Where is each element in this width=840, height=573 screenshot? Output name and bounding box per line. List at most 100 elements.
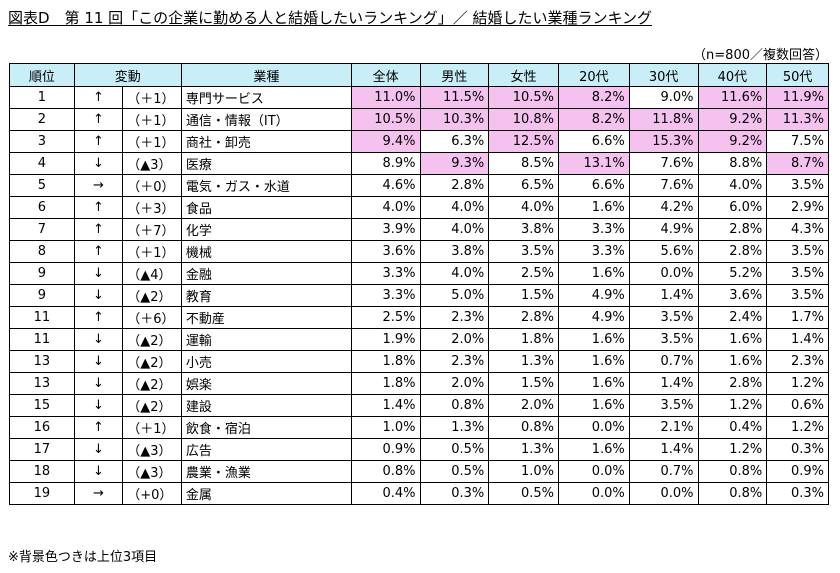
industry-cell: 教育 xyxy=(180,284,352,307)
value-cell-all: 3.9% xyxy=(350,218,421,241)
value-cell-30s: 3.5% xyxy=(628,394,699,417)
value-cell-40s: 1.2% xyxy=(697,394,768,417)
value-cell-male: 0.5% xyxy=(419,438,490,461)
value-cell-30s: 5.6% xyxy=(628,240,699,263)
value-cell-male: 2.3% xyxy=(419,306,490,329)
industry-cell: 金融 xyxy=(180,262,352,285)
rank-cell: 19 xyxy=(9,482,75,505)
ranking-table: 順位 変動 業種 全体 男性 女性 20代 30代 40代 50代 1 ↑ （＋1）… xyxy=(9,63,829,505)
header-50s: 50代 xyxy=(766,63,829,87)
value-cell-20s: 1.6% xyxy=(558,328,630,351)
industry-cell: 医療 xyxy=(180,152,352,175)
industry-cell: 不動産 xyxy=(180,306,352,329)
value-cell-all: 1.0% xyxy=(350,416,421,439)
trend-arrow-icon: ↑ xyxy=(73,416,124,439)
industry-cell: 化学 xyxy=(180,218,352,241)
value-cell-female: 12.5% xyxy=(488,130,559,153)
value-cell-40s: 11.6% xyxy=(697,86,768,109)
table-body: 1 ↑ （＋1） 専門サービス 11.0% 11.5% 10.5% 8.2% 9.0% 11.6%… xyxy=(9,86,829,505)
value-cell-female: 3.8% xyxy=(488,218,559,241)
value-cell-50s: 2.3% xyxy=(766,350,829,373)
rank-change-cell: （＋1） xyxy=(122,240,182,263)
industry-cell: 建設 xyxy=(180,394,352,417)
rank-change-cell: （▲2） xyxy=(122,394,182,417)
value-cell-20s: 13.1% xyxy=(558,152,630,175)
rank-cell: 11 xyxy=(9,328,75,351)
industry-cell: 農業・漁業 xyxy=(180,460,352,483)
table-row: 19 → （+0） 金属 0.4% 0.3% 0.5% 0.0% 0.0% 0.8% 0.3% xyxy=(9,482,829,505)
value-cell-female: 10.8% xyxy=(488,108,559,131)
rank-change-cell: （▲3） xyxy=(122,460,182,483)
sample-size-note: （n=800／複数回答） xyxy=(693,48,828,63)
value-cell-male: 2.3% xyxy=(419,350,490,373)
table-row: 1 ↑ （＋1） 専門サービス 11.0% 11.5% 10.5% 8.2% 9.0% 11.6%… xyxy=(9,86,829,109)
value-cell-female: 1.0% xyxy=(488,460,559,483)
value-cell-30s: 0.7% xyxy=(628,350,699,373)
trend-arrow-icon: ↑ xyxy=(73,130,124,153)
rank-cell: 7 xyxy=(9,218,75,241)
header-20s: 20代 xyxy=(558,63,630,87)
value-cell-male: 0.3% xyxy=(419,482,490,505)
rank-change-cell: （＋0） xyxy=(122,174,182,197)
industry-cell: 機械 xyxy=(180,240,352,263)
header-all: 全体 xyxy=(350,63,421,87)
value-cell-30s: 2.1% xyxy=(628,416,699,439)
value-cell-40s: 9.2% xyxy=(697,130,768,153)
value-cell-40s: 2.8% xyxy=(697,372,768,395)
value-cell-20s: 6.6% xyxy=(558,174,630,197)
value-cell-all: 4.0% xyxy=(350,196,421,219)
rank-change-cell: （▲2） xyxy=(122,284,182,307)
rank-cell: 17 xyxy=(9,438,75,461)
rank-cell: 4 xyxy=(9,152,75,175)
value-cell-20s: 0.0% xyxy=(558,416,630,439)
value-cell-30s: 7.6% xyxy=(628,174,699,197)
value-cell-50s: 7.5% xyxy=(766,130,829,153)
value-cell-male: 9.3% xyxy=(419,152,490,175)
rank-change-cell: （▲4） xyxy=(122,262,182,285)
value-cell-50s: 11.3% xyxy=(766,108,829,131)
value-cell-all: 8.9% xyxy=(350,152,421,175)
value-cell-all: 0.4% xyxy=(350,482,421,505)
value-cell-male: 5.0% xyxy=(419,284,490,307)
rank-cell: 13 xyxy=(9,372,75,395)
value-cell-50s: 8.7% xyxy=(766,152,829,175)
rank-change-cell: （+0） xyxy=(122,482,182,505)
trend-arrow-icon: → xyxy=(73,482,124,505)
industry-cell: 娯楽 xyxy=(180,372,352,395)
table-row: 7 ↑ （＋7） 化学 3.9% 4.0% 3.8% 3.3% 4.9% 2.8% 4.3% xyxy=(9,218,829,241)
value-cell-20s: 8.2% xyxy=(558,108,630,131)
value-cell-20s: 1.6% xyxy=(558,350,630,373)
industry-cell: 通信・情報（IT） xyxy=(180,108,352,131)
value-cell-all: 2.5% xyxy=(350,306,421,329)
trend-arrow-icon: ↓ xyxy=(73,152,124,175)
value-cell-30s: 11.8% xyxy=(628,108,699,131)
value-cell-all: 4.6% xyxy=(350,174,421,197)
trend-arrow-icon: ↓ xyxy=(73,394,124,417)
value-cell-50s: 3.5% xyxy=(766,240,829,263)
table-row: 13 ↓ （▲2） 小売 1.8% 2.3% 1.3% 1.6% 0.7% 1.6% 2.3% xyxy=(9,350,829,373)
rank-cell: 8 xyxy=(9,240,75,263)
header-rank: 順位 xyxy=(9,63,75,87)
value-cell-all: 1.9% xyxy=(350,328,421,351)
value-cell-female: 2.5% xyxy=(488,262,559,285)
value-cell-female: 2.0% xyxy=(488,394,559,417)
value-cell-female: 1.8% xyxy=(488,328,559,351)
value-cell-30s: 15.3% xyxy=(628,130,699,153)
value-cell-30s: 9.0% xyxy=(628,86,699,109)
table-row: 8 ↑ （＋1） 機械 3.6% 3.8% 3.5% 3.3% 5.6% 2.8% 3.5% xyxy=(9,240,829,263)
value-cell-40s: 6.0% xyxy=(697,196,768,219)
value-cell-30s: 4.2% xyxy=(628,196,699,219)
value-cell-30s: 1.4% xyxy=(628,438,699,461)
value-cell-all: 1.8% xyxy=(350,350,421,373)
value-cell-all: 11.0% xyxy=(350,86,421,109)
value-cell-50s: 0.3% xyxy=(766,438,829,461)
header-30s: 30代 xyxy=(628,63,699,87)
value-cell-all: 3.3% xyxy=(350,262,421,285)
value-cell-all: 0.8% xyxy=(350,460,421,483)
value-cell-all: 0.9% xyxy=(350,438,421,461)
rank-cell: 9 xyxy=(9,284,75,307)
value-cell-all: 3.3% xyxy=(350,284,421,307)
value-cell-female: 0.8% xyxy=(488,416,559,439)
table-row: 9 ↓ （▲2） 教育 3.3% 5.0% 1.5% 4.9% 1.4% 3.6% 3.5% xyxy=(9,284,829,307)
industry-cell: 電気・ガス・水道 xyxy=(180,174,352,197)
